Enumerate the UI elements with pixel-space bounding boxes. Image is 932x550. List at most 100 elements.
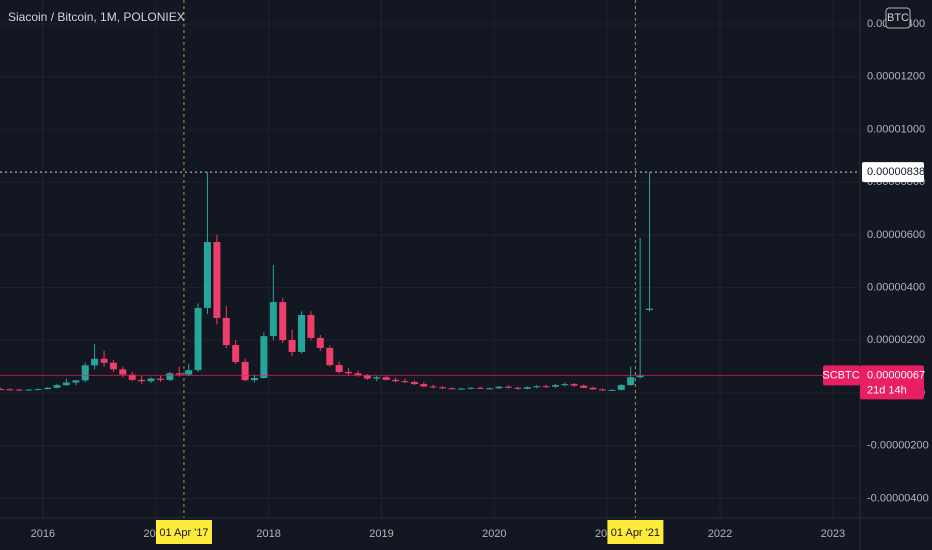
y-tick-label: -0.00000400 (867, 492, 929, 504)
last-price-label: 0.00000067 (867, 369, 925, 381)
candle-body (570, 384, 578, 386)
candle-body (44, 387, 52, 390)
x-tick-label: 2019 (369, 528, 393, 540)
candle-body (354, 373, 362, 376)
candle-body (138, 379, 146, 382)
candle-body (561, 384, 569, 386)
x-tick-label: 2023 (821, 528, 845, 540)
overlay (0, 0, 860, 518)
candle-body (81, 365, 89, 381)
candle-body (476, 387, 484, 389)
candle-body (194, 307, 202, 371)
candle-body (401, 381, 409, 383)
candle-body (0, 389, 5, 391)
candle-body (25, 389, 33, 391)
grid (0, 0, 860, 518)
candle-body (91, 358, 99, 366)
y-tick-label: -0.00000200 (867, 440, 929, 452)
candle-body (307, 315, 315, 338)
candle-body (646, 308, 654, 311)
candle-body (119, 369, 127, 375)
candle-body (316, 337, 324, 348)
crosshair-box (607, 520, 664, 544)
candle-body (382, 377, 390, 380)
price-box (862, 162, 924, 183)
candle-body (128, 374, 136, 380)
candle-body (251, 378, 259, 381)
candle-body (504, 386, 512, 388)
candle-body (53, 385, 61, 388)
candle-body (72, 380, 80, 383)
candle-body (363, 375, 371, 379)
candle-body (457, 388, 465, 390)
boxes: 01 Apr '17 01 Apr '21 0.00000838 SCBTC 0.000… (155, 7, 925, 544)
x-tick-label: 2022 (708, 528, 732, 540)
candle-body (589, 387, 597, 390)
price-label: 0.00000838 (867, 166, 925, 178)
crosshair-label: 01 Apr '17 (159, 527, 208, 539)
candle-body (232, 345, 240, 362)
candle-body (373, 377, 381, 379)
plot (0, 172, 654, 391)
candle-body (636, 375, 644, 378)
candle-body (62, 382, 70, 386)
countdown-label: 21d 14h (867, 384, 907, 396)
x-tick-label: 2020 (482, 528, 506, 540)
x-tick-label: 2016 (31, 528, 55, 540)
candle-body (166, 373, 174, 380)
x-tick-label: 2018 (256, 528, 280, 540)
candle-body (467, 387, 475, 389)
symbol-label: SCBTC (822, 369, 859, 381)
candle-body (598, 389, 606, 391)
candle-body (6, 389, 14, 391)
candle-body (345, 371, 353, 374)
candle-body (260, 336, 268, 379)
candle-body (279, 302, 287, 341)
crosshair-box (155, 520, 212, 544)
candle-body (241, 361, 249, 381)
candle-body (514, 387, 522, 389)
candle-body (429, 386, 437, 388)
candle-body (335, 365, 343, 372)
candle-body (552, 385, 560, 387)
candle-body (410, 381, 418, 385)
candle-body (222, 317, 230, 346)
candle-body (288, 340, 296, 352)
candle-body (495, 386, 503, 389)
last-price-box (860, 365, 924, 400)
candle-body (269, 302, 277, 337)
chart-title: Siacoin / Bitcoin, 1M, POLONIEX (8, 10, 185, 24)
y-tick-label: 0.00001200 (867, 71, 925, 83)
symbol-box (823, 365, 860, 386)
candle-body (392, 379, 400, 382)
candle-body (420, 384, 428, 387)
candle-body (486, 388, 494, 390)
candle-body (203, 241, 211, 308)
y-tick-label: 0.00000400 (867, 282, 925, 294)
candle-body (156, 378, 164, 380)
candle-body (326, 347, 334, 366)
candle-body (34, 389, 42, 391)
candle-body (109, 362, 117, 370)
y-tick-label: 0.00000600 (867, 229, 925, 241)
currency-box (885, 7, 911, 29)
y-tick-label: 0.00001000 (867, 123, 925, 135)
crosshair-label: 01 Apr '21 (611, 527, 660, 539)
candle-body (542, 386, 550, 388)
candle-body (298, 315, 306, 352)
candle-body (100, 358, 108, 363)
candle-body (175, 373, 183, 375)
candle-body (608, 389, 616, 391)
candle-body (580, 385, 588, 388)
currency-label: BTC (887, 12, 909, 24)
candle-body (185, 370, 193, 375)
candle-body (147, 378, 155, 382)
y-tick-label: 0.00000200 (867, 334, 925, 346)
candle-body (448, 388, 456, 390)
candle-body (627, 377, 635, 386)
candle-body (439, 387, 447, 389)
candle-body (213, 241, 221, 318)
candle-body (617, 385, 625, 390)
candle-body (15, 389, 23, 391)
